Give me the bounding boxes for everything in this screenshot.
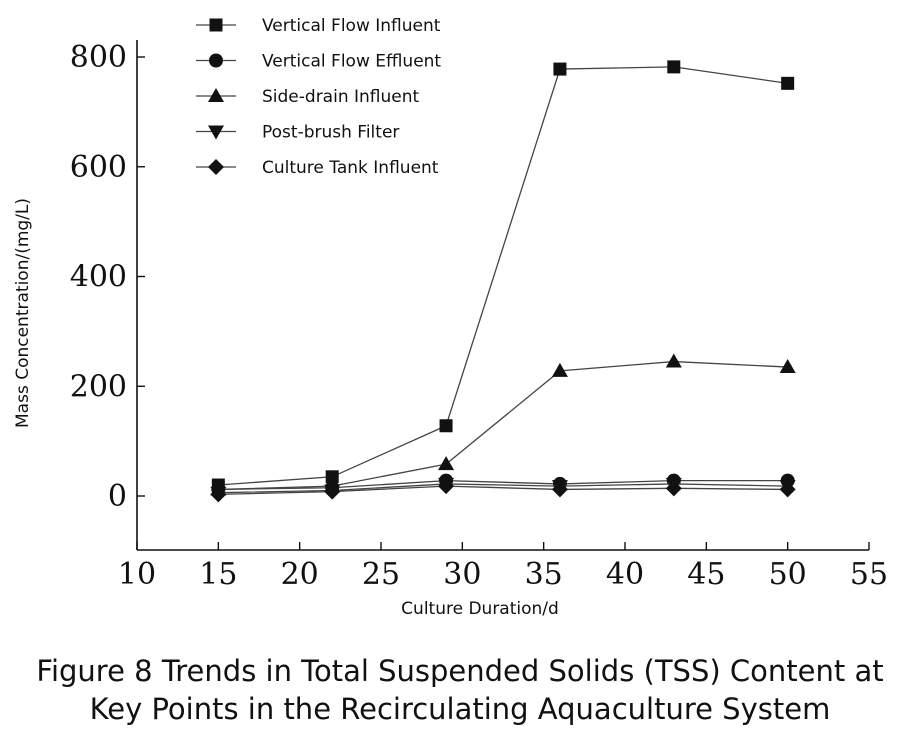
legend-marker [208, 125, 224, 140]
data-point [667, 60, 681, 74]
y-tick-label: 600 [70, 150, 127, 185]
data-point [665, 480, 682, 497]
legend-item: Vertical Flow Influent [196, 16, 441, 36]
series-line [218, 479, 788, 491]
y-axis-label: Mass Concentration/(mg/L) [13, 198, 33, 428]
series-group [210, 60, 796, 503]
data-point [438, 456, 455, 471]
y-tick-label: 400 [70, 260, 127, 295]
y-tick-label: 0 [108, 479, 127, 514]
legend-marker [209, 53, 223, 68]
data-point [781, 76, 795, 90]
y-tick-label: 800 [70, 40, 127, 75]
tss-line-chart: Vertical Flow Influent Vertical Flow Effl… [13, 16, 888, 619]
figure-caption: Figure 8 Trends in Total Suspended Solid… [0, 652, 920, 728]
data-point [324, 483, 341, 500]
y-tick-label: 200 [70, 369, 127, 404]
x-tick-label: 30 [443, 557, 481, 592]
legend-marker [209, 18, 223, 32]
legend-marker [208, 159, 224, 175]
x-axis-label: Culture Duration/d [401, 599, 559, 619]
x-tick-label: 45 [687, 557, 725, 592]
legend-item: Culture Tank Influent [196, 158, 439, 178]
data-point [779, 359, 796, 374]
data-point [665, 353, 682, 368]
series-line [218, 360, 788, 491]
legend-label: Post-brush Filter [262, 123, 399, 143]
legend-item: Vertical Flow Effluent [196, 52, 441, 72]
legend-marker [208, 88, 224, 102]
x-tick-label: 20 [281, 557, 319, 592]
x-tick-label: 10 [118, 557, 156, 592]
data-point [210, 486, 227, 503]
x-tick-label: 50 [769, 557, 807, 592]
caption-line-1: Figure 8 Trends in Total Suspended Solid… [36, 654, 884, 688]
legend-label: Vertical Flow Effluent [262, 52, 441, 72]
series-line [218, 66, 788, 486]
data-point [779, 481, 796, 498]
data-point [553, 62, 567, 76]
data-point [325, 470, 339, 484]
data-point [551, 362, 568, 377]
legend: Vertical Flow Influent Vertical Flow Effl… [196, 16, 441, 178]
data-point [439, 419, 453, 433]
x-tick-label: 35 [525, 557, 563, 592]
series-culture-tank-influent [210, 478, 796, 503]
legend-label: Vertical Flow Influent [262, 16, 441, 36]
caption-line-2: Key Points in the Recirculating Aquacult… [89, 692, 831, 726]
series-post-brush-filter [210, 477, 796, 501]
data-point [438, 478, 455, 495]
data-point [551, 481, 568, 498]
series-line [218, 483, 788, 494]
axes: 0 200 400 600 800 10 15 20 25 30 35 40 45 50 55 [70, 40, 888, 592]
legend-label: Side-drain Influent [262, 87, 420, 107]
x-tick-label: 55 [850, 557, 888, 592]
x-tick-label: 15 [199, 557, 237, 592]
x-tick-label: 25 [362, 557, 400, 592]
legend-item: Side-drain Influent [196, 87, 420, 107]
legend-item: Post-brush Filter [196, 123, 399, 143]
legend-label: Culture Tank Influent [262, 158, 439, 178]
x-tick-label: 40 [606, 557, 644, 592]
series-line [218, 485, 788, 496]
series-side-drain-influent [210, 353, 796, 496]
